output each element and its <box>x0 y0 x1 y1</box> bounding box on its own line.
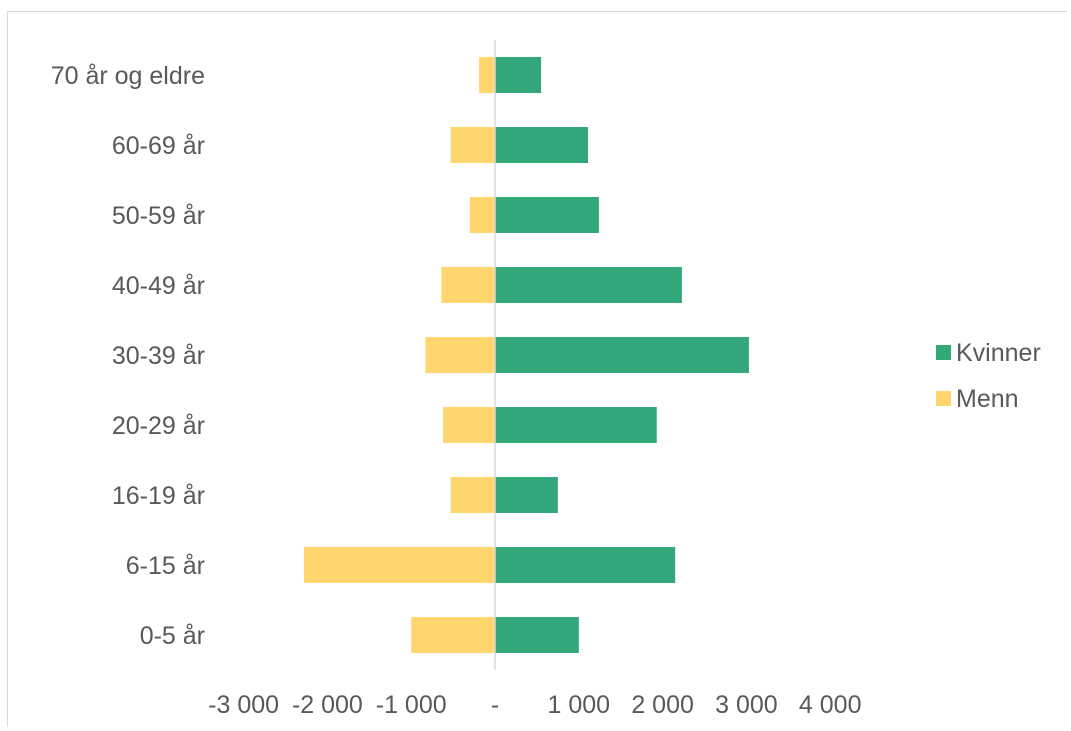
bar-kvinner-0 <box>495 617 579 653</box>
bar-kvinner-2 <box>495 477 558 513</box>
x-tick-label: 1 000 <box>548 691 611 719</box>
category-label: 30-39 år <box>112 342 205 370</box>
chart-frame <box>7 11 1067 727</box>
bar-menn-5 <box>441 267 495 303</box>
legend-swatch-menn <box>936 391 951 406</box>
x-tick-label: - <box>491 691 499 719</box>
category-label: 6-15 år <box>126 552 205 580</box>
bar-kvinner-7 <box>495 127 589 163</box>
x-tick-label: 4 000 <box>799 691 862 719</box>
x-tick-labels: -3 000 -2 000 -1 000-1 000 2 000 3 000 4 000 <box>208 691 861 719</box>
bar-menn-1 <box>303 547 495 583</box>
category-label: 16-19 år <box>112 482 205 510</box>
bar-kvinner-1 <box>495 547 676 583</box>
bar-kvinner-8 <box>495 57 542 93</box>
bar-menn-6 <box>469 197 495 233</box>
bar-menn-0 <box>411 617 495 653</box>
legend-label-menn: Menn <box>956 385 1019 413</box>
bar-menn-2 <box>450 477 495 513</box>
x-tick-label: 3 000 <box>715 691 778 719</box>
category-labels: 0-5 år 6-15 år 16-19 år 20-29 år 30-39 år 40-… <box>51 62 205 650</box>
category-label: 60-69 år <box>112 132 205 160</box>
x-tick-label: -1 000 <box>376 691 447 719</box>
bar-menn-3 <box>443 407 495 443</box>
bar-menn-8 <box>479 57 495 93</box>
legend-label-kvinner: Kvinner <box>956 339 1041 367</box>
category-label: 70 år og eldre <box>51 62 205 90</box>
category-label: 40-49 år <box>112 272 205 300</box>
bar-kvinner-5 <box>495 267 682 303</box>
legend: Kvinner Menn <box>936 339 1041 413</box>
category-label: 0-5 år <box>140 622 205 650</box>
x-tick-label: -2 000 <box>292 691 363 719</box>
bars-layer <box>303 57 749 653</box>
category-label: 20-29 år <box>112 412 205 440</box>
legend-swatch-kvinner <box>936 345 951 360</box>
category-label: 50-59 år <box>112 202 205 230</box>
x-tick-label: -3 000 <box>208 691 279 719</box>
bar-kvinner-3 <box>495 407 657 443</box>
bar-menn-7 <box>450 127 495 163</box>
bar-menn-4 <box>425 337 495 373</box>
x-tick-label: 2 000 <box>631 691 694 719</box>
bar-kvinner-4 <box>495 337 749 373</box>
bar-kvinner-6 <box>495 197 599 233</box>
